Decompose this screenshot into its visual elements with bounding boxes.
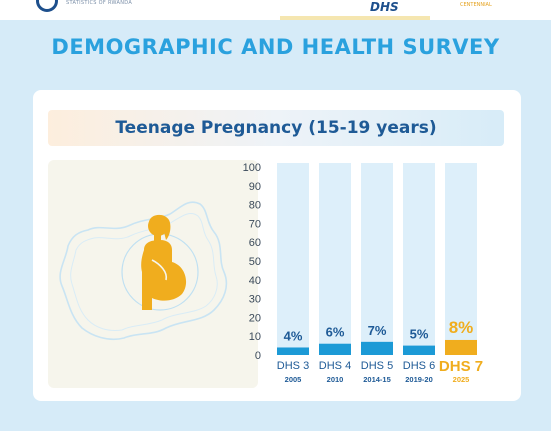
bar-track [403, 163, 435, 355]
x-subtick-year: 2014-15 [363, 375, 391, 384]
x-subtick-year: 2019-20 [405, 375, 433, 384]
top-header-bar: STATISTICS OF RWANDA DHS CENTENNIAL [0, 0, 551, 20]
header-accent-strip [280, 16, 430, 20]
y-tick-label: 0 [255, 350, 261, 362]
pregnant-woman-icon [121, 214, 199, 311]
subtitle-band [48, 110, 504, 146]
y-tick-label: 100 [243, 162, 261, 174]
bar-track [445, 163, 477, 355]
dhs-logo: DHS [370, 0, 399, 14]
x-tick-label: DHS 6 [403, 360, 435, 372]
data-label: 8% [449, 318, 474, 337]
data-label: 5% [410, 327, 429, 342]
y-tick-label: 10 [249, 331, 261, 343]
dhs-logo-tagline: CENTENNIAL [460, 2, 492, 8]
x-subtick-year: 2005 [285, 375, 302, 384]
bar-track [277, 163, 309, 355]
institute-name: STATISTICS OF RWANDA [66, 0, 133, 6]
page-title: DEMOGRAPHIC AND HEALTH SURVEY [51, 35, 500, 59]
bar-track [319, 163, 351, 355]
y-tick-label: 20 [249, 312, 261, 324]
bar [277, 347, 309, 355]
data-label: 7% [368, 323, 387, 338]
bar [361, 341, 393, 355]
y-tick-label: 30 [249, 294, 261, 306]
y-tick-label: 80 [249, 200, 261, 212]
bar [319, 343, 351, 355]
chart-subtitle: Teenage Pregnancy (15-19 years) [115, 118, 437, 138]
y-tick-label: 90 [249, 181, 261, 193]
x-tick-label: DHS 5 [361, 360, 393, 372]
rwanda-map-outline [59, 201, 228, 341]
y-tick-label: 70 [249, 218, 261, 230]
y-tick-label: 40 [249, 275, 261, 287]
map-illustration [59, 201, 228, 341]
rwanda-map-inner-outline [70, 213, 218, 331]
x-tick-label: DHS 3 [277, 360, 309, 372]
x-subtick-year: 2025 [453, 375, 470, 384]
bar [445, 339, 477, 355]
data-label: 4% [284, 328, 303, 343]
data-label: 6% [326, 325, 345, 340]
bar [403, 345, 435, 355]
y-tick-label: 60 [249, 237, 261, 249]
bar-track [361, 163, 393, 355]
x-subtick-year: 2010 [327, 375, 344, 384]
y-tick-label: 50 [249, 256, 261, 268]
x-tick-label: DHS 7 [439, 358, 483, 375]
x-tick-label: DHS 4 [319, 360, 351, 372]
institute-logo-icon [36, 0, 58, 12]
